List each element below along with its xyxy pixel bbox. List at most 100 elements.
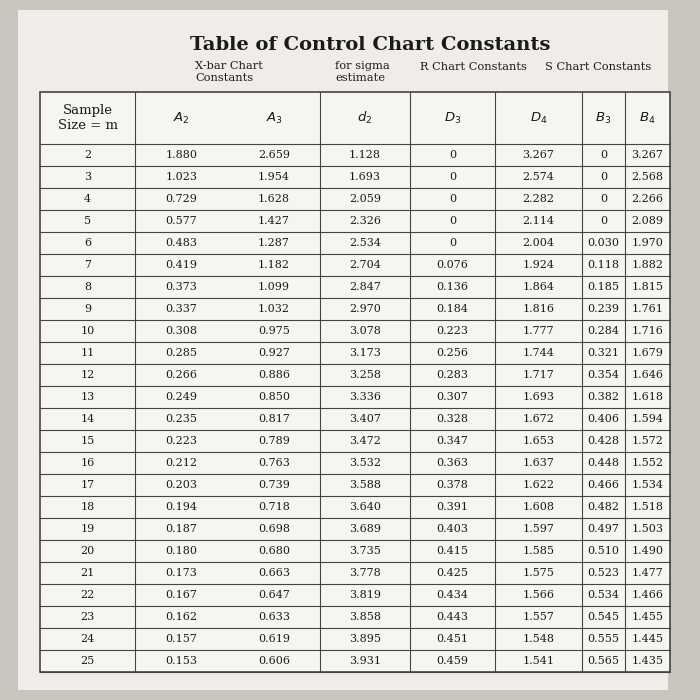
Text: 18: 18 [80, 502, 94, 512]
Text: 4: 4 [84, 194, 91, 204]
Text: 3.407: 3.407 [349, 414, 381, 424]
Text: 1.518: 1.518 [631, 502, 664, 512]
Text: 1.864: 1.864 [522, 282, 554, 292]
Text: 1.679: 1.679 [631, 348, 664, 358]
Text: 0.239: 0.239 [587, 304, 620, 314]
Text: 20: 20 [80, 546, 94, 556]
Text: 1.646: 1.646 [631, 370, 664, 380]
Text: 3.735: 3.735 [349, 546, 381, 556]
Text: 0.817: 0.817 [258, 414, 290, 424]
Text: 0.153: 0.153 [165, 656, 197, 666]
Text: 11: 11 [80, 348, 94, 358]
Text: 0.187: 0.187 [166, 524, 197, 534]
Text: 1.618: 1.618 [631, 392, 664, 402]
Text: 0.167: 0.167 [166, 590, 197, 600]
Text: 0: 0 [600, 216, 607, 226]
Text: 3.931: 3.931 [349, 656, 381, 666]
Text: 0.235: 0.235 [165, 414, 197, 424]
Text: 0.382: 0.382 [587, 392, 620, 402]
Text: 1.608: 1.608 [522, 502, 554, 512]
Text: 1.032: 1.032 [258, 304, 290, 314]
Text: 0.363: 0.363 [437, 458, 468, 468]
Text: 0.378: 0.378 [437, 480, 468, 490]
Text: 0.886: 0.886 [258, 370, 290, 380]
Text: 3.267: 3.267 [631, 150, 664, 160]
Text: 2.970: 2.970 [349, 304, 381, 314]
Text: 0.927: 0.927 [258, 348, 290, 358]
Text: 0.283: 0.283 [437, 370, 468, 380]
Text: 5: 5 [84, 216, 91, 226]
Text: 0.565: 0.565 [587, 656, 620, 666]
Text: 2.326: 2.326 [349, 216, 381, 226]
Text: 1.541: 1.541 [522, 656, 554, 666]
Text: 0.434: 0.434 [437, 590, 468, 600]
Text: 2.004: 2.004 [522, 238, 554, 248]
Text: 1.777: 1.777 [523, 326, 554, 336]
Text: 0.425: 0.425 [437, 568, 468, 578]
Text: 0.203: 0.203 [165, 480, 197, 490]
Text: 0.850: 0.850 [258, 392, 290, 402]
Text: Sample
Size = m: Sample Size = m [57, 104, 118, 132]
Text: $D_4$: $D_4$ [530, 111, 547, 125]
Text: 1.882: 1.882 [631, 260, 664, 270]
Text: $d_2$: $d_2$ [357, 110, 372, 126]
Text: $B_3$: $B_3$ [596, 111, 612, 125]
Text: 0: 0 [449, 216, 456, 226]
Text: 0.118: 0.118 [587, 260, 620, 270]
Text: 0: 0 [449, 194, 456, 204]
Text: 0.284: 0.284 [587, 326, 620, 336]
Text: 0.347: 0.347 [437, 436, 468, 446]
Text: 0.975: 0.975 [258, 326, 290, 336]
Text: 0.577: 0.577 [166, 216, 197, 226]
Text: $A_3$: $A_3$ [265, 111, 282, 125]
Text: 1.427: 1.427 [258, 216, 290, 226]
Text: $D_3$: $D_3$ [444, 111, 461, 125]
Text: 0.718: 0.718 [258, 502, 290, 512]
Text: 1.716: 1.716 [631, 326, 664, 336]
Text: 1.099: 1.099 [258, 282, 290, 292]
Text: 0.337: 0.337 [166, 304, 197, 314]
Text: 1.880: 1.880 [165, 150, 197, 160]
Text: 0.419: 0.419 [165, 260, 197, 270]
Text: 2: 2 [84, 150, 91, 160]
Text: 3: 3 [84, 172, 91, 182]
Text: 3.895: 3.895 [349, 634, 381, 644]
Text: 0.763: 0.763 [258, 458, 290, 468]
Text: 0.249: 0.249 [165, 392, 197, 402]
Text: 0.555: 0.555 [587, 634, 620, 644]
Text: 1.445: 1.445 [631, 634, 664, 644]
Text: 2.114: 2.114 [522, 216, 554, 226]
Text: 2.089: 2.089 [631, 216, 664, 226]
Text: 0: 0 [600, 150, 607, 160]
Text: 3.689: 3.689 [349, 524, 381, 534]
FancyBboxPatch shape [18, 10, 668, 690]
Text: for sigma
estimate: for sigma estimate [335, 61, 390, 83]
Text: 2.059: 2.059 [349, 194, 381, 204]
Text: 0.633: 0.633 [258, 612, 290, 622]
Text: 3.858: 3.858 [349, 612, 381, 622]
Text: $B_4$: $B_4$ [639, 111, 656, 125]
Text: 0.698: 0.698 [258, 524, 290, 534]
Text: 14: 14 [80, 414, 94, 424]
Text: 0.523: 0.523 [587, 568, 620, 578]
Text: 0.391: 0.391 [437, 502, 468, 512]
Text: 17: 17 [80, 480, 94, 490]
Text: 0.223: 0.223 [165, 436, 197, 446]
Text: 1.585: 1.585 [522, 546, 554, 556]
Text: 1.761: 1.761 [631, 304, 664, 314]
Text: 0.451: 0.451 [437, 634, 468, 644]
Text: 21: 21 [80, 568, 94, 578]
Text: 3.258: 3.258 [349, 370, 381, 380]
Text: 0.448: 0.448 [587, 458, 620, 468]
Text: 0.354: 0.354 [587, 370, 620, 380]
Text: 3.173: 3.173 [349, 348, 381, 358]
Text: 0.619: 0.619 [258, 634, 290, 644]
Text: 9: 9 [84, 304, 91, 314]
Text: 1.552: 1.552 [631, 458, 664, 468]
Text: 0.256: 0.256 [437, 348, 468, 358]
Text: 1.970: 1.970 [631, 238, 664, 248]
Text: 3.640: 3.640 [349, 502, 381, 512]
Text: 2.266: 2.266 [631, 194, 664, 204]
Text: X-bar Chart
Constants: X-bar Chart Constants [195, 61, 263, 83]
Text: 23: 23 [80, 612, 94, 622]
